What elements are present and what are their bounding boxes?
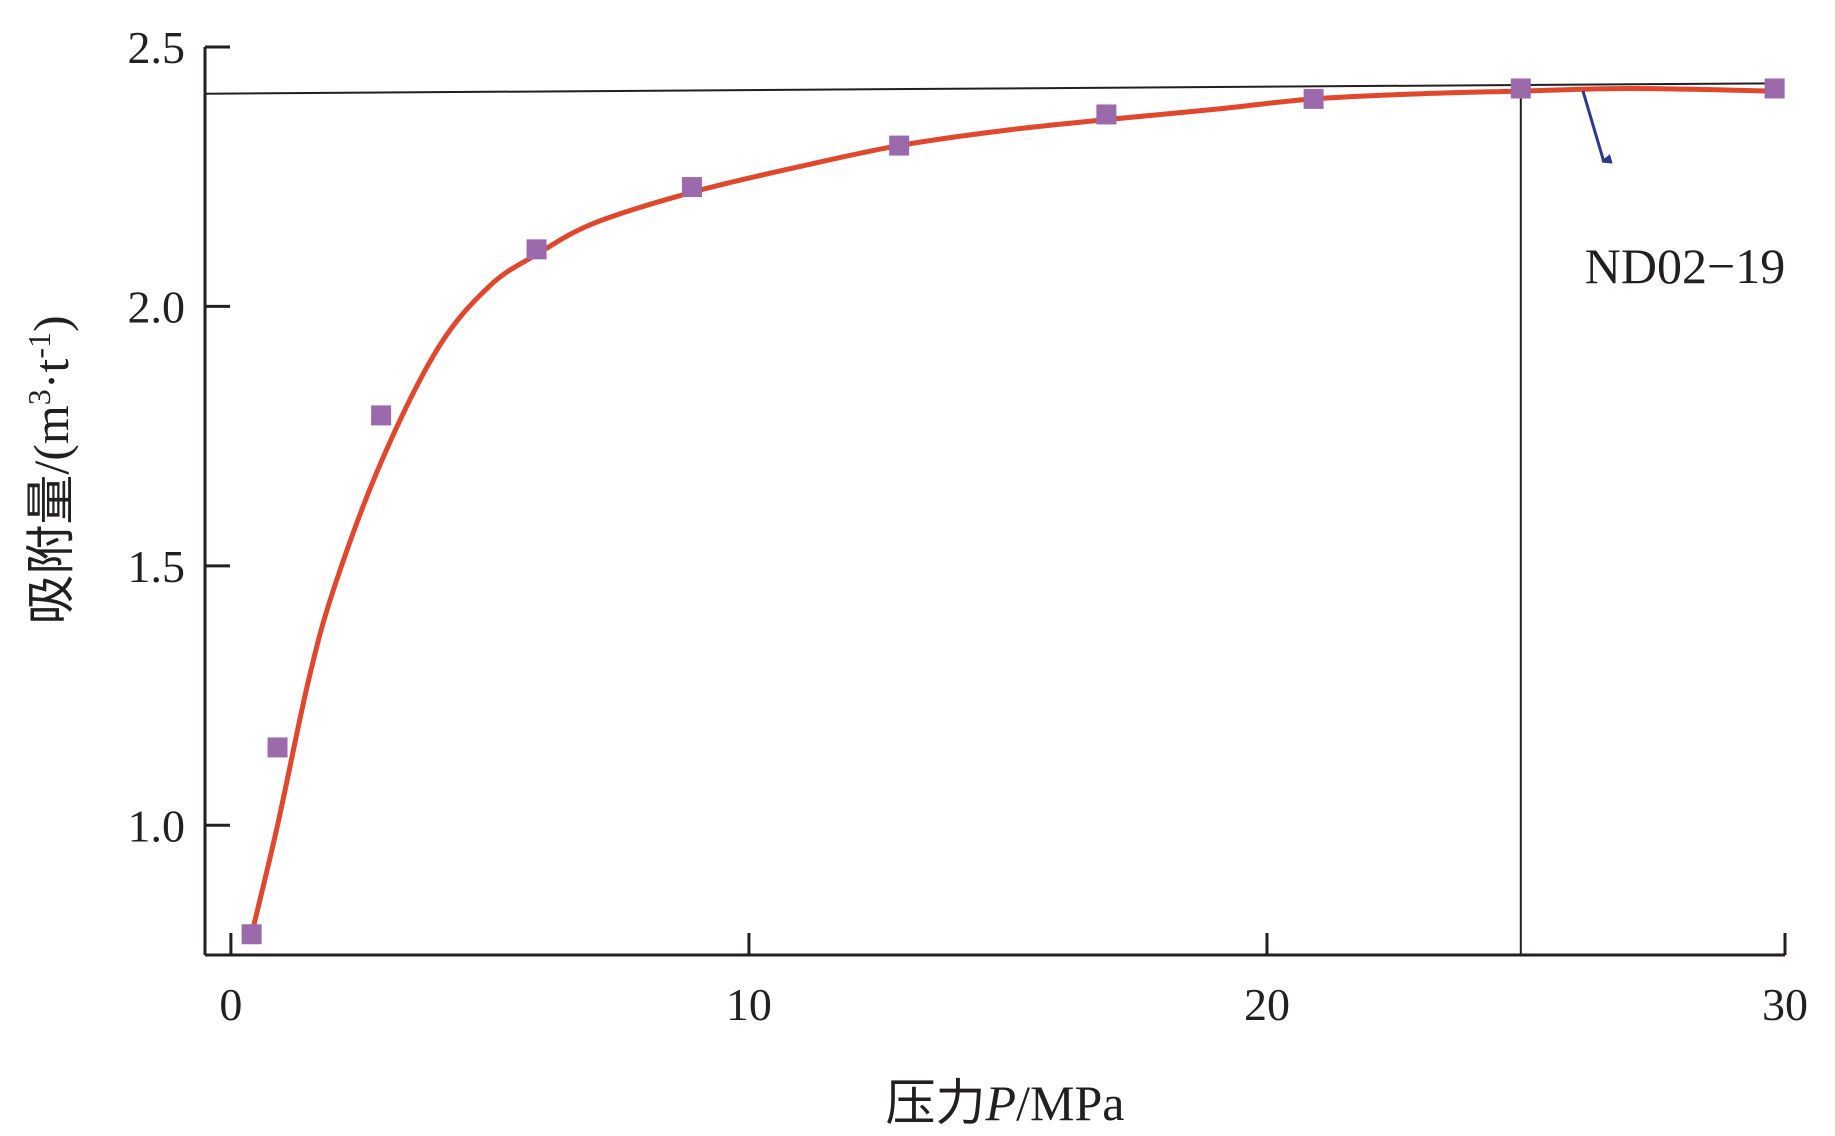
x-axis-title-main: 压力 <box>886 1075 986 1131</box>
y-tick-label: 2.0 <box>128 281 186 332</box>
data-point-marker <box>889 135 910 156</box>
data-point-marker <box>1764 78 1785 99</box>
data-point-marker <box>681 177 702 198</box>
x-tick-label: 0 <box>219 979 242 1030</box>
data-point-marker <box>371 405 392 426</box>
y-axis-title-end: ) <box>23 315 79 332</box>
x-axis-title: 压力P/MPa <box>886 1075 1125 1131</box>
axes <box>203 47 1785 957</box>
data-points <box>241 78 1785 945</box>
y-tick-label: 1.5 <box>128 541 186 592</box>
data-point-marker <box>1096 104 1117 125</box>
x-axis-title-unit: /MPa <box>1016 1075 1124 1131</box>
x-axis-title-var: P <box>985 1075 1017 1131</box>
annotation-arrow <box>1581 90 1604 161</box>
annotation-label: ND02−19 <box>1585 238 1785 294</box>
x-tick-label: 20 <box>1244 979 1290 1030</box>
y-tick-label: 1.0 <box>128 800 186 851</box>
y-axis-title-main: 吸附量/(m <box>23 405 79 625</box>
data-point-marker <box>1510 78 1531 99</box>
reference-lines <box>204 82 1775 955</box>
x-tick-label: 10 <box>726 979 772 1030</box>
y-axis-title-sup2: -1 <box>21 332 57 359</box>
data-point-marker <box>267 737 288 758</box>
y-axis-ticks: 1.0 1.5 2.0 2.5 <box>128 22 230 851</box>
y-axis-title: 吸附量/(m3·t-1) <box>21 315 79 624</box>
y-axis-title-mid: ·t <box>23 359 79 390</box>
x-axis-ticks: 0 10 20 30 <box>219 933 1808 1030</box>
y-axis-title-sup1: 3 <box>21 389 57 405</box>
data-point-marker <box>526 239 547 260</box>
annotation: ND02−19 <box>1581 90 1785 294</box>
fit-curve-line <box>249 86 1778 937</box>
data-point-marker <box>1303 88 1324 109</box>
data-point-marker <box>241 924 262 945</box>
x-tick-label: 30 <box>1762 979 1808 1030</box>
y-tick-label: 2.5 <box>128 22 186 73</box>
